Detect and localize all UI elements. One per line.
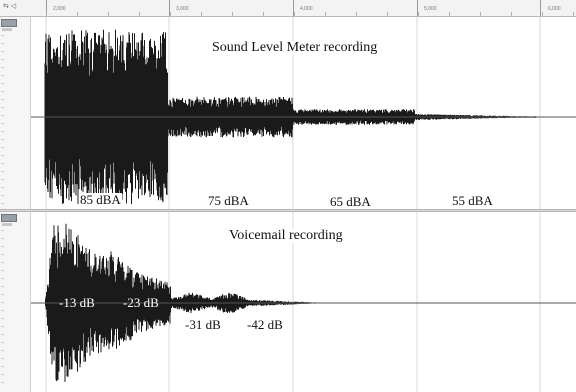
ruler-tick [139, 12, 140, 16]
track-header-top[interactable] [0, 17, 31, 209]
ruler-tick-label: 5,000 [424, 6, 437, 12]
scale-tick [1, 238, 4, 239]
scale-tick [1, 246, 4, 247]
ruler-tick-label: 3,000 [176, 6, 189, 12]
ruler-tick [480, 12, 481, 16]
time-ruler[interactable]: ⇆ ◁ 2,000 3,000 4,000 5,000 6,000 [0, 0, 576, 17]
scale-tick [1, 99, 4, 100]
waveform-display[interactable] [31, 17, 576, 209]
scale-tick [1, 195, 4, 196]
scale-tick [1, 374, 4, 375]
track-menu-icon[interactable] [1, 214, 17, 222]
ruler-tick-label: 2,000 [53, 6, 66, 12]
scale-tick [1, 334, 4, 335]
scale-tick [1, 286, 4, 287]
scale-tick [1, 83, 4, 84]
scale-tick [1, 107, 4, 108]
track-title: Sound Level Meter recording [211, 40, 379, 55]
scale-tick [1, 326, 4, 327]
ruler-tick [170, 12, 171, 16]
ruler-tick [294, 12, 295, 16]
ruler-tick [232, 12, 233, 16]
scale-tick [1, 278, 4, 279]
scale-tick [1, 131, 4, 132]
track-level-indicator [2, 28, 12, 31]
track-separator[interactable] [0, 209, 576, 212]
level-label: -42 dB [246, 317, 284, 332]
waveform-track-voicemail[interactable]: Voicemail recording -13 dB -23 dB -31 dB… [31, 212, 576, 392]
level-label: 65 dBA [329, 194, 372, 209]
level-label: 75 dBA [207, 193, 250, 208]
ruler-tick [108, 12, 109, 16]
ruler-tick [77, 12, 78, 16]
scale-tick [1, 147, 4, 148]
track-title: Voicemail recording [228, 228, 344, 243]
ruler-tick [201, 12, 202, 16]
scale-tick [1, 187, 4, 188]
ruler-tick-label: 4,000 [300, 6, 313, 12]
ruler-tick [511, 12, 512, 16]
track-header-bottom[interactable] [0, 212, 31, 392]
track-level-indicator [2, 223, 12, 226]
scale-tick [1, 75, 4, 76]
scale-tick [1, 358, 4, 359]
level-label: -31 dB [184, 317, 222, 332]
scale-tick [1, 262, 4, 263]
scale-tick [1, 163, 4, 164]
scale-tick [1, 230, 4, 231]
scale-tick [1, 91, 4, 92]
scale-tick [1, 43, 4, 44]
scale-tick [1, 302, 4, 303]
ruler-marker [417, 0, 418, 16]
waveform-track-sound-level-meter[interactable]: Sound Level Meter recording 85 dBA 75 dB… [31, 17, 576, 209]
scale-tick [1, 59, 4, 60]
ruler-marker [293, 0, 294, 16]
scale-tick [1, 254, 4, 255]
scale-tick [1, 35, 4, 36]
ruler-tick [418, 12, 419, 16]
scale-tick [1, 67, 4, 68]
level-label: 85 dBA [79, 192, 122, 207]
ruler-tick [449, 12, 450, 16]
scale-tick [1, 179, 4, 180]
ruler-marker [540, 0, 541, 16]
scale-tick [1, 342, 4, 343]
ruler-tick-label: 6,000 [548, 6, 561, 12]
scale-tick [1, 350, 4, 351]
level-label: -13 dB [59, 295, 95, 310]
ruler-tick [573, 12, 574, 16]
scale-tick [1, 115, 4, 116]
scale-tick [1, 366, 4, 367]
ruler-tick [356, 12, 357, 16]
scale-tick [1, 294, 4, 295]
scale-tick [1, 155, 4, 156]
ruler-tick [46, 12, 47, 16]
scale-tick [1, 318, 4, 319]
ruler-tick [542, 12, 543, 16]
ruler-controls-icon[interactable]: ⇆ ◁ [3, 3, 17, 10]
scale-tick [1, 139, 4, 140]
ruler-marker [169, 0, 170, 16]
scale-tick [1, 310, 4, 311]
level-label: -23 dB [123, 295, 159, 310]
level-label: 55 dBA [451, 193, 494, 208]
scale-tick [1, 382, 4, 383]
ruler-tick [325, 12, 326, 16]
scale-tick [1, 123, 4, 124]
track-menu-icon[interactable] [1, 19, 17, 27]
scale-tick [1, 171, 4, 172]
scale-tick [1, 203, 4, 204]
scale-tick [1, 51, 4, 52]
ruler-marker [46, 0, 47, 16]
ruler-tick [263, 12, 264, 16]
ruler-tick [387, 12, 388, 16]
scale-tick [1, 270, 4, 271]
